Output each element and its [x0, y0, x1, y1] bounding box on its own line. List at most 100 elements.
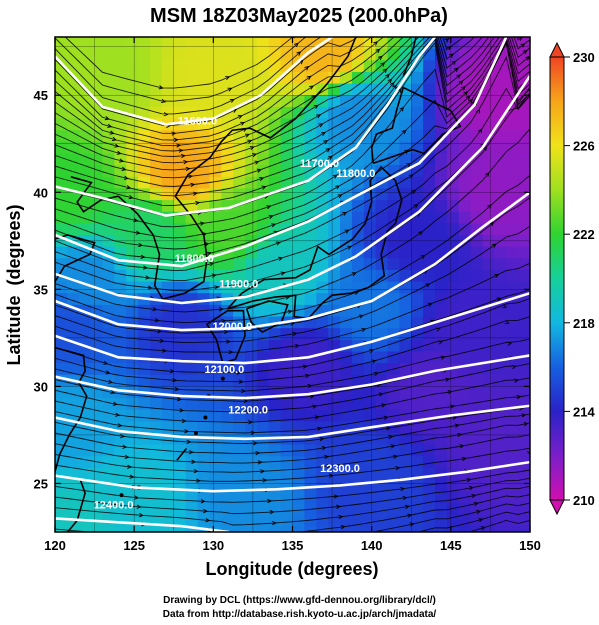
streamline-arrow [275, 241, 281, 246]
heatmap-cell [304, 538, 317, 550]
streamline-arrow [171, 131, 177, 136]
contour-label: 11800.0 [336, 168, 375, 180]
heatmap-cell [411, 95, 424, 108]
heatmap-cell [150, 328, 163, 341]
heatmap-cell [446, 526, 460, 532]
heatmap-cell [375, 200, 389, 213]
heatmap-cell [138, 235, 151, 248]
heatmap-cell [90, 48, 104, 61]
heatmap-cell [363, 106, 377, 120]
heatmap-cell [399, 351, 413, 364]
heatmap-cell [150, 83, 163, 96]
heatmap-cell [423, 304, 436, 318]
heatmap-cell [55, 526, 68, 532]
heatmap-cell [494, 95, 508, 108]
streamline-arrow [294, 343, 300, 349]
heatmap-cell [185, 95, 199, 108]
heatmap-cell [66, 48, 80, 61]
streamline-arrow [268, 214, 274, 219]
heatmap-cell [245, 83, 258, 96]
heatmap-cell [435, 502, 448, 516]
heatmap-cell [482, 328, 496, 341]
heatmap-cell [351, 118, 365, 131]
heatmap-cell [197, 211, 211, 225]
heatmap-cell [280, 37, 294, 50]
streamline-arrow [453, 67, 459, 72]
heatmap-cell [209, 269, 223, 283]
heatmap-cell [256, 502, 270, 516]
streamline-arrow [324, 454, 330, 460]
heatmap-cell [494, 328, 508, 341]
heatmap-cell [340, 433, 353, 446]
heatmap-cell [423, 106, 436, 120]
heatmap-cell [161, 200, 175, 213]
heatmap-cell [256, 421, 270, 434]
streamline-arrow [307, 383, 313, 389]
heatmap-cell [518, 421, 530, 434]
heatmap-cell [411, 491, 424, 504]
heatmap-cell [90, 235, 104, 248]
colorbar-tick-label: 218 [573, 316, 595, 331]
heatmap-cell [518, 188, 530, 201]
streamline-arrow [475, 108, 480, 114]
heatmap-cell [66, 83, 80, 96]
heatmap-cell [138, 153, 151, 166]
heatmap-cell [150, 37, 163, 50]
heatmap-cell [423, 269, 436, 283]
streamline [55, 197, 530, 334]
heatmap-cell [90, 456, 104, 469]
heatmap-cell [209, 491, 223, 504]
heatmap-cell [161, 374, 175, 388]
streamline-arrow [248, 420, 254, 425]
heatmap-cell [197, 188, 211, 201]
colorbar: 210 214 218 222 226 230 [549, 41, 595, 516]
heatmap-cell [292, 235, 306, 248]
streamline-arrow [482, 146, 488, 152]
heatmap-cell [150, 60, 163, 73]
heatmap-cell [411, 538, 424, 550]
contour-label: 11900.0 [219, 278, 258, 290]
heatmap-cell [363, 328, 377, 341]
heatmap-cell [114, 409, 128, 423]
streamline-arrow [110, 390, 116, 395]
heatmap-cell [446, 491, 460, 504]
heatmap-cell [173, 444, 187, 457]
heatmap-cell [66, 60, 80, 73]
heatmap-cell [375, 444, 389, 457]
streamline-arrow [199, 221, 205, 226]
heatmap-cell [150, 71, 163, 85]
heatmap-cell [55, 153, 68, 166]
heatmap-cell [90, 293, 104, 306]
heatmap-cell [256, 258, 270, 271]
streamline-arrow [427, 302, 433, 307]
heatmap-cell [161, 246, 175, 259]
heatmap-cell [233, 444, 246, 457]
streamline-arrow [196, 478, 201, 483]
heatmap-cell [446, 374, 460, 388]
heatmap-cell [150, 304, 163, 318]
heatmap-cell [245, 538, 258, 550]
heatmap-cell [186, 538, 199, 550]
heatmap-cell [114, 211, 128, 225]
heatmap-cell [304, 514, 318, 527]
heatmap-cell [482, 106, 496, 120]
heatmap-cell [399, 246, 413, 259]
contour-labels: 11600.011700.011800.011800.011900.012000… [94, 115, 376, 511]
heatmap-cell [161, 363, 175, 376]
heatmap-cell [66, 328, 80, 341]
heatmap-cell [185, 421, 199, 434]
streamline [55, 37, 530, 206]
heatmap-cell [66, 456, 80, 469]
heatmap-cell [292, 479, 306, 492]
streamline [55, 37, 530, 197]
wind-streamlines [55, 37, 530, 532]
heatmap-cell [506, 386, 519, 399]
heatmap-cell [399, 223, 413, 236]
heatmap-cell [351, 106, 365, 120]
heatmap-cell [90, 37, 104, 50]
heatmap-cell [351, 165, 365, 178]
streamline-arrow [489, 221, 495, 227]
heatmap-cell [90, 106, 104, 120]
heatmap-cell [411, 281, 424, 294]
heatmap-cell [126, 235, 139, 248]
